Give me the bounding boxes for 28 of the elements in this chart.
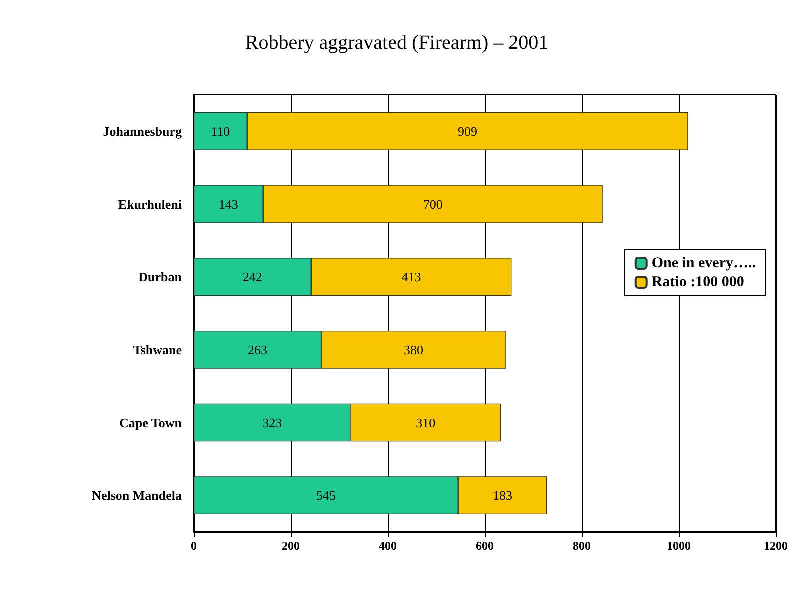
data-label: 183	[492, 488, 512, 504]
x-tick-label: 600	[476, 539, 494, 553]
y-tick-label: Ekurhuleni	[118, 196, 182, 212]
data-label: 909	[458, 124, 478, 139]
y-tick-label: Cape Town	[120, 415, 183, 430]
data-label: 413	[402, 270, 422, 285]
data-label: 310	[416, 415, 436, 430]
data-label: 545	[316, 488, 336, 504]
data-label: 263	[248, 342, 268, 358]
chart-title: Robbery aggravated (Firearm) – 2001	[245, 32, 549, 54]
y-tick-label: Tshwane	[133, 342, 182, 358]
y-tick-label: Johannesburg	[103, 124, 182, 139]
data-label: 110	[211, 124, 230, 139]
data-label: 323	[262, 415, 282, 430]
y-tick-label: Durban	[138, 270, 183, 285]
x-tick-label: 200	[282, 539, 300, 553]
x-tick-label: 800	[573, 539, 591, 553]
legend-label: One in every…..	[652, 256, 756, 272]
x-tick-label: 0	[191, 539, 197, 553]
x-tick-label: 400	[379, 539, 397, 553]
data-label: 242	[242, 270, 262, 285]
data-label: 143	[218, 196, 238, 212]
data-label: 380	[404, 342, 424, 358]
legend-label: Ratio :100 000	[652, 274, 744, 290]
x-tick-label: 1200	[764, 539, 788, 553]
data-label: 700	[423, 196, 443, 212]
y-tick-label: Nelson Mandela	[92, 488, 182, 504]
x-tick-label: 1000	[667, 539, 691, 553]
